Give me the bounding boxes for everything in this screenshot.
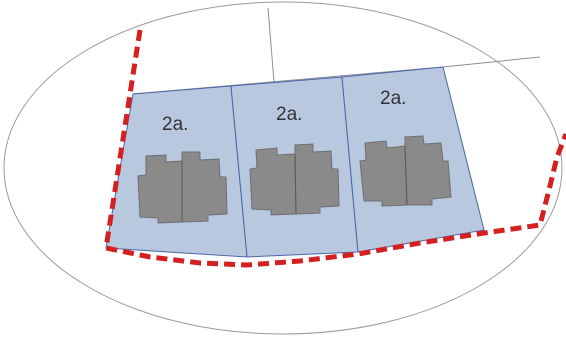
- parcel-line-north: [267, 7, 275, 83]
- plot-3-label: 2a.: [380, 88, 406, 109]
- building-3-unit-a: [359, 140, 408, 207]
- plot-labels: 2a. 2a. 2a.: [162, 88, 406, 135]
- building-1-unit-a: [137, 154, 183, 224]
- building-2-unit-a: [249, 147, 297, 216]
- building-3: [359, 135, 452, 207]
- building-1-unit-b: [181, 151, 228, 223]
- building-2: [249, 143, 340, 216]
- plot-1-label: 2a.: [162, 114, 188, 135]
- building-3-unit-b: [404, 135, 452, 206]
- building-2-unit-b: [294, 143, 340, 215]
- plot-2-label: 2a.: [276, 104, 302, 125]
- development-boundary-dashed: [103, 29, 566, 268]
- building-2-party-wall: [294, 153, 297, 215]
- building-3-party-wall: [404, 145, 408, 206]
- building-1: [137, 151, 228, 224]
- buildings-group: [137, 135, 452, 224]
- parcel-line-east-ridge: [442, 56, 541, 68]
